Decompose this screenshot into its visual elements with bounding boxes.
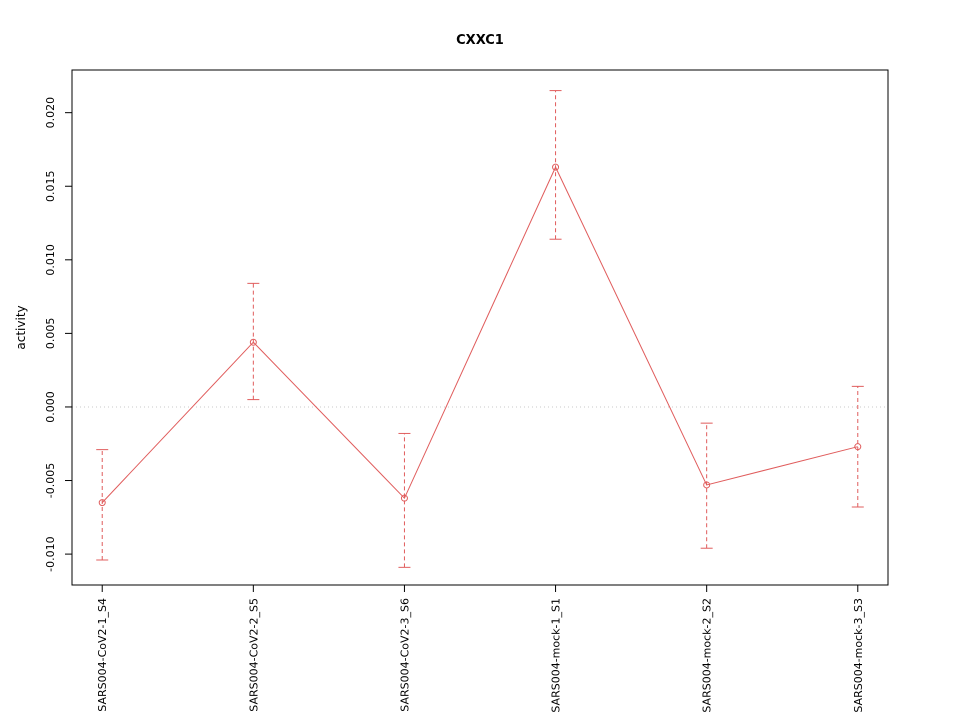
data-point xyxy=(249,338,257,346)
data-point xyxy=(552,163,560,171)
data-point xyxy=(703,481,711,489)
y-tick-label: 0.020 xyxy=(44,97,57,128)
data-point xyxy=(98,499,106,507)
chart-title: CXXC1 xyxy=(456,33,504,48)
plot-border xyxy=(71,69,889,586)
y-tick-label: -0.010 xyxy=(44,536,57,571)
data-point xyxy=(854,443,862,451)
data-point xyxy=(400,494,408,502)
x-tick-label: SARS004-CoV2-3_S6 xyxy=(398,598,411,712)
x-tick-label: SARS004-CoV2-2_S5 xyxy=(247,598,260,712)
x-tick-label: SARS004-mock-2_S2 xyxy=(701,598,714,713)
y-axis-label: activity xyxy=(14,305,28,349)
x-tick-label: SARS004-CoV2-1_S4 xyxy=(96,598,109,712)
x-tick-label: SARS004-mock-3_S3 xyxy=(852,598,865,713)
y-tick-label: 0.000 xyxy=(44,391,57,423)
y-tick-label: 0.015 xyxy=(44,170,57,202)
y-tick-label: -0.005 xyxy=(44,463,57,498)
x-tick-label: SARS004-mock-1_S1 xyxy=(550,598,563,713)
y-tick-label: 0.010 xyxy=(44,244,57,276)
y-tick-label: 0.005 xyxy=(44,318,57,350)
series-line xyxy=(101,165,858,503)
